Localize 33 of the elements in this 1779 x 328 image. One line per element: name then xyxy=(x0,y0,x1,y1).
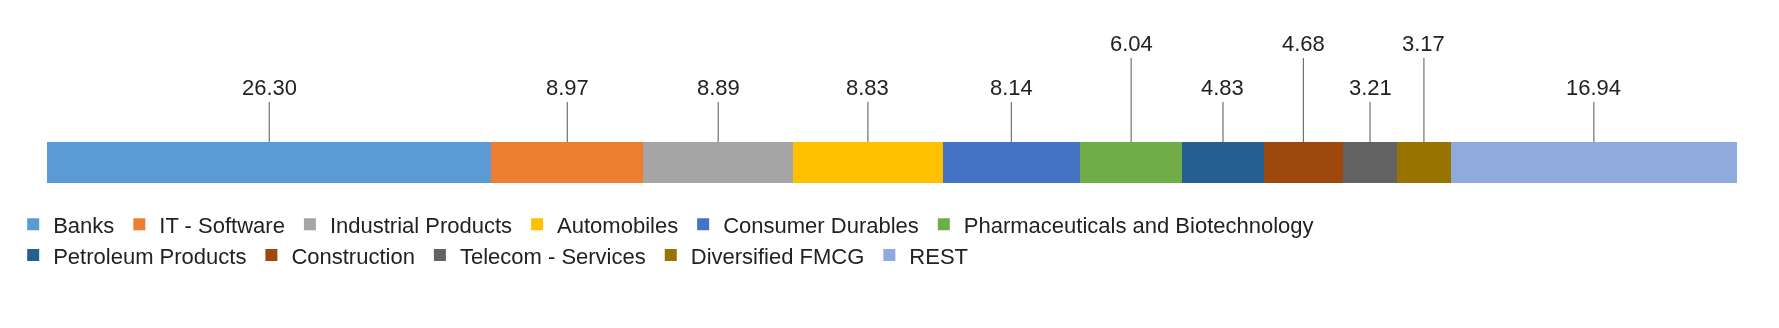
legend-label: Construction xyxy=(291,243,415,269)
legend-label: Banks xyxy=(53,212,115,238)
legend-label: REST xyxy=(909,243,969,269)
bar xyxy=(1263,142,1343,183)
bar xyxy=(643,142,794,183)
legend-label: Pharmaceuticals and Biotechnology xyxy=(963,212,1314,238)
bar xyxy=(1397,142,1451,183)
data-label: 8.97 xyxy=(546,75,589,100)
legend-label: Industrial Products xyxy=(329,212,513,238)
data-label: 16.94 xyxy=(1566,75,1622,100)
bar xyxy=(942,142,1081,183)
legend-label: Diversified FMCG xyxy=(690,243,865,269)
legend-label: Telecom - Services xyxy=(459,243,646,269)
data-label: 8.89 xyxy=(697,75,740,100)
legend-label: Consumer Durables xyxy=(723,212,919,238)
data-label: 8.83 xyxy=(846,75,889,100)
data-label: 26.30 xyxy=(242,75,298,100)
data-label: 6.04 xyxy=(1110,31,1153,56)
data-label: 3.21 xyxy=(1349,75,1392,100)
bar xyxy=(47,142,492,183)
bar xyxy=(793,142,943,183)
legend-label: Automobiles xyxy=(557,212,679,238)
data-label: 4.68 xyxy=(1282,31,1325,56)
data-label: 3.17 xyxy=(1402,31,1445,56)
legend-label: Petroleum Products xyxy=(53,243,247,269)
legend-label: IT - Software xyxy=(159,212,285,238)
data-label: 8.14 xyxy=(990,75,1033,100)
data-label: 4.83 xyxy=(1201,75,1244,100)
bar xyxy=(1182,142,1264,183)
bar xyxy=(491,142,644,183)
bar xyxy=(1450,142,1737,183)
bar xyxy=(1342,142,1398,183)
bar xyxy=(1080,142,1183,183)
